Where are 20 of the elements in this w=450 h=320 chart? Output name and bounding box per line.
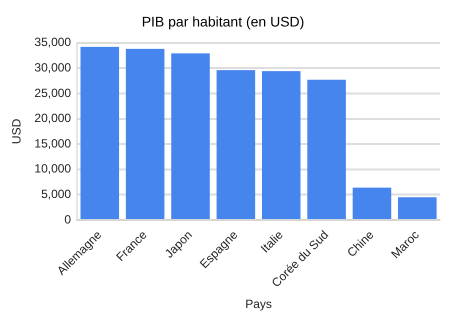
bar — [126, 48, 164, 220]
y-tick-label: 20,000 — [34, 111, 72, 126]
y-axis-title: USD — [10, 118, 24, 144]
x-axis-title: Pays — [245, 297, 272, 312]
bar — [352, 188, 392, 220]
y-tick-label: 5,000 — [41, 187, 72, 202]
y-tick-label: 30,000 — [34, 60, 72, 74]
bar — [80, 46, 120, 220]
chart-title: PIB par habitant (en USD) — [142, 13, 304, 30]
bar — [216, 70, 256, 220]
y-tick-label: 10,000 — [34, 162, 72, 176]
y-tick-label: 35,000 — [34, 35, 72, 50]
bar — [307, 80, 346, 220]
bar — [262, 71, 301, 220]
y-tick-label: 15,000 — [34, 136, 72, 150]
bar — [171, 53, 210, 220]
bar — [398, 197, 437, 220]
x-tick-label: Italie — [258, 227, 286, 256]
y-tick-label: 25,000 — [34, 86, 72, 100]
y-tick-label: 0 — [64, 212, 72, 226]
